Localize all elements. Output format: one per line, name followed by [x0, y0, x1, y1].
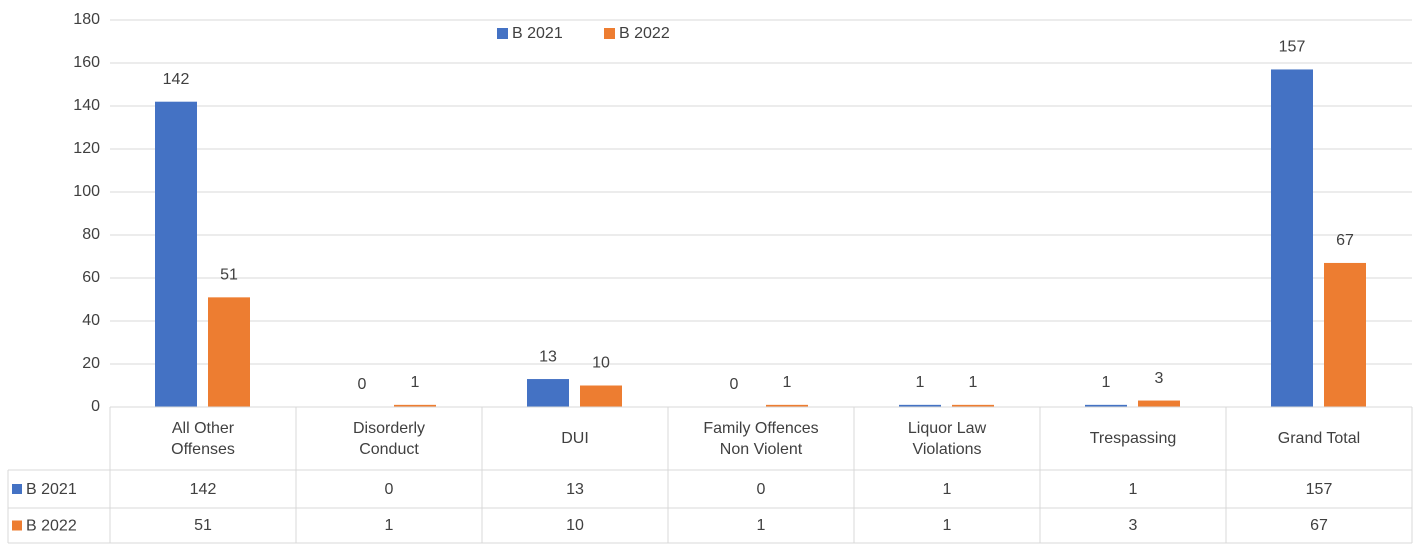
table-cell: 1 — [384, 517, 394, 534]
data-label: 13 — [539, 348, 557, 365]
table-cell: 10 — [566, 517, 584, 534]
table-cell: 1 — [756, 517, 766, 534]
table-cell: 0 — [384, 480, 394, 498]
data-label: 0 — [358, 376, 367, 393]
bar — [766, 404, 808, 407]
y-tick-label: 160 — [73, 54, 100, 71]
y-tick-label: 0 — [91, 398, 100, 415]
bar — [580, 385, 622, 407]
bar — [1324, 262, 1366, 407]
legend-swatch — [497, 28, 508, 39]
table-cell: 142 — [189, 480, 217, 498]
data-label: 157 — [1279, 39, 1306, 56]
x-tick-label: Family Offences Non Violent — [703, 419, 819, 458]
table-series-label: B 2021 — [26, 481, 77, 498]
bar — [899, 404, 941, 407]
y-tick-label: 40 — [82, 312, 100, 329]
x-tick-label: Grand Total — [1277, 430, 1361, 447]
legend-swatch — [12, 484, 22, 494]
table-cell: 67 — [1310, 517, 1328, 534]
legend-swatch — [12, 520, 22, 531]
bar — [1138, 400, 1180, 407]
bar — [155, 101, 197, 407]
data-label: 67 — [1336, 232, 1354, 249]
table-cell: 13 — [566, 480, 584, 498]
x-tick-label: Trespassing — [1089, 430, 1177, 447]
x-tick-label: DUI — [561, 430, 589, 447]
table-cell: 1 — [942, 480, 952, 498]
y-tick-label: 140 — [73, 97, 100, 114]
y-tick-label: 60 — [82, 269, 100, 286]
bar — [394, 404, 436, 407]
table-cell: 3 — [1128, 517, 1138, 534]
data-label: 10 — [592, 355, 610, 372]
y-tick-label: 120 — [73, 140, 100, 157]
table-cell: 1 — [942, 517, 952, 534]
x-tick-label: All Other Offenses — [171, 419, 235, 458]
data-label: 1 — [916, 374, 925, 391]
y-tick-label: 20 — [82, 355, 100, 372]
data-label: 0 — [730, 376, 739, 393]
data-label: 3 — [1155, 370, 1164, 387]
data-label: 1 — [783, 374, 792, 391]
data-label: 142 — [163, 71, 190, 88]
legend-label: B 2021 — [512, 25, 563, 42]
bar — [1085, 404, 1127, 407]
table-cell: 51 — [194, 517, 212, 534]
table-cell: 157 — [1305, 480, 1333, 498]
x-tick-label: Liquor Law Violations — [907, 419, 987, 458]
bar — [1271, 69, 1313, 407]
data-label: 1 — [411, 374, 420, 391]
bar — [527, 379, 569, 407]
table-cell: 1 — [1128, 480, 1138, 498]
data-label: 1 — [1102, 374, 1111, 391]
data-label: 1 — [969, 374, 978, 391]
bar — [952, 404, 994, 407]
legend-swatch — [604, 28, 615, 39]
y-tick-label: 80 — [82, 226, 100, 243]
y-tick-label: 180 — [73, 11, 100, 28]
y-tick-label: 100 — [73, 183, 100, 200]
x-tick-label: Disorderly Conduct — [352, 419, 425, 458]
table-cell: 0 — [756, 480, 766, 498]
data-label: 51 — [220, 267, 238, 284]
bar — [208, 297, 250, 407]
legend-label: B 2022 — [619, 25, 670, 42]
table-series-label: B 2022 — [26, 518, 77, 535]
